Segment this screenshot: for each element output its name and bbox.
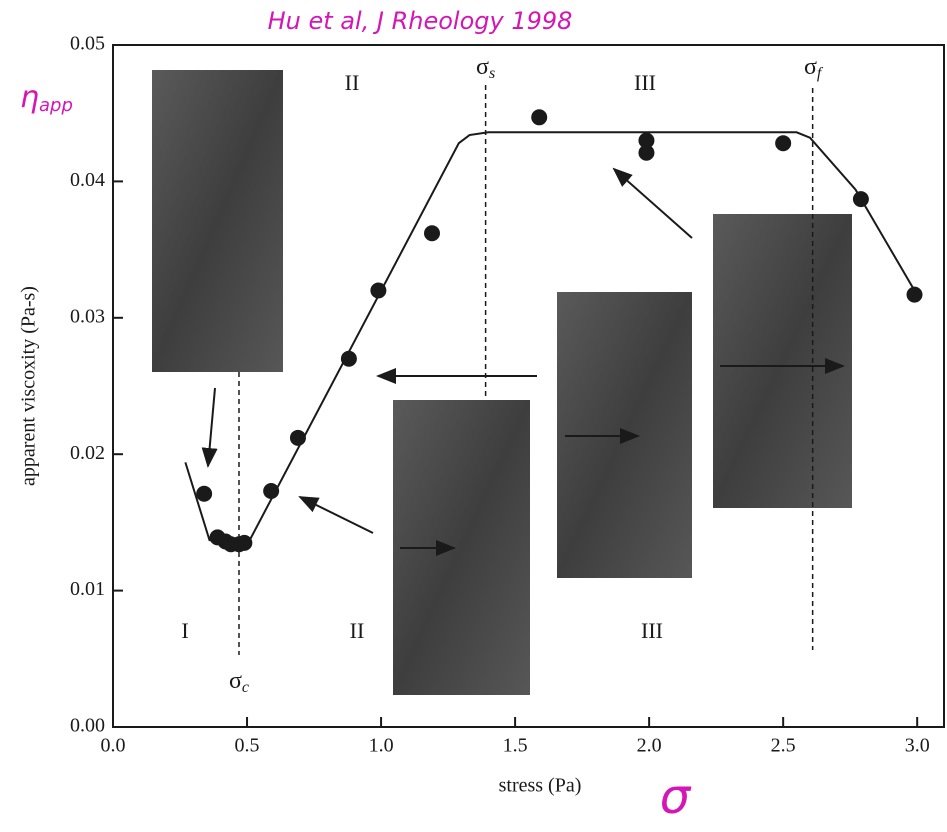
x-tick-label: 3.0 <box>905 735 930 757</box>
data-point <box>263 483 279 499</box>
stress-marker-label: σf <box>804 54 824 82</box>
data-point <box>341 351 357 367</box>
region-label: I <box>181 618 188 643</box>
data-point <box>290 430 306 446</box>
sigma-sub: c <box>242 679 249 696</box>
x-tick-label: 0.0 <box>101 735 126 757</box>
x-tick-label: 0.5 <box>235 735 260 757</box>
sigma: σ <box>804 54 817 80</box>
arrow <box>300 497 373 533</box>
data-point <box>775 135 791 151</box>
y-axis-label: apparent viscoxity (Pa-s) <box>18 286 40 486</box>
region-label: II <box>350 618 365 643</box>
arrow <box>614 169 692 238</box>
data-point <box>370 283 386 299</box>
stress-marker-label: σc <box>229 668 249 696</box>
y-tick-label: 0.03 <box>70 305 105 327</box>
inset-image <box>713 214 852 508</box>
handwritten-title: Hu et al, J Rheology 1998 <box>268 7 573 35</box>
region-label: II <box>345 70 360 95</box>
sigma: σ <box>229 668 242 694</box>
x-tick-label: 2.0 <box>637 735 662 757</box>
sigma: σ <box>476 54 489 80</box>
data-point <box>638 145 654 161</box>
arrow <box>208 388 215 466</box>
y-tick-label: 0.04 <box>70 169 105 191</box>
region-label: III <box>641 618 663 643</box>
data-point <box>531 109 547 125</box>
data-point <box>236 535 252 551</box>
x-tick-label: 2.5 <box>771 735 796 757</box>
x-axis-label: stress (Pa) <box>499 775 582 797</box>
data-point <box>853 191 869 207</box>
y-tick-label: 0.05 <box>70 33 105 55</box>
data-point <box>196 486 212 502</box>
eta: η <box>20 80 39 115</box>
handwritten-sigma: σ <box>660 769 692 825</box>
handwritten-eta: ηapp <box>20 80 73 117</box>
inset-image <box>152 70 283 372</box>
sigma-sub: f <box>817 65 824 82</box>
data-point <box>424 225 440 241</box>
y-tick-label: 0.02 <box>70 442 105 464</box>
chart: apparent viscoxity (Pa-s) stress (Pa) Hu… <box>0 0 947 832</box>
data-point <box>907 287 923 303</box>
region-label: III <box>634 70 656 95</box>
sigma-sub: s <box>489 65 495 82</box>
stress-marker-label: σs <box>476 54 495 82</box>
insets <box>152 70 852 695</box>
y-tick-label: 0.00 <box>70 715 105 737</box>
y-tick-label: 0.01 <box>70 578 105 600</box>
x-tick-label: 1.5 <box>503 735 528 757</box>
x-tick-label: 1.0 <box>369 735 394 757</box>
eta-sub: app <box>39 95 73 116</box>
